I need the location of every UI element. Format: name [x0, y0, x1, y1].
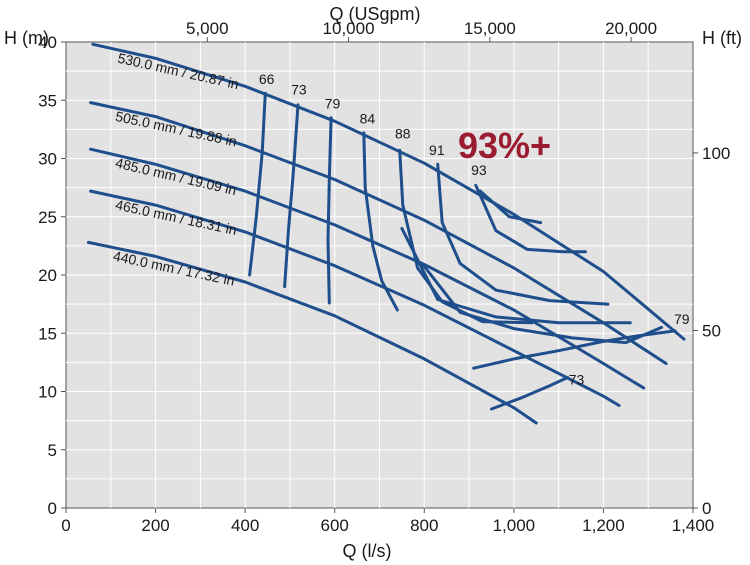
y-tick-label: 40: [38, 33, 57, 52]
impeller-curve-4: [86, 240, 538, 425]
efficiency-highlight: 93%+: [458, 125, 551, 166]
top-tick-label: 20,000: [605, 19, 657, 38]
x-tick-label: 800: [410, 516, 438, 535]
y-tick-label: 30: [38, 150, 57, 169]
impeller-curve-2: [89, 147, 646, 390]
right-tick-label: 50: [702, 321, 721, 340]
top-axis-title: Q (USgpm): [329, 4, 420, 24]
efficiency-label: 73: [569, 372, 585, 388]
x-tick-label: 1,000: [493, 516, 536, 535]
x-tick-label: 600: [321, 516, 349, 535]
efficiency-label: 79: [674, 311, 690, 327]
efficiency-curve-5: [436, 162, 610, 306]
x-tick-label: 0: [61, 516, 70, 535]
axis-ticks: 0 200 400 600 800 1,000 1,200 1,400051015202530…: [38, 19, 730, 535]
impeller-curve-3: [89, 189, 621, 407]
top-tick-label: 15,000: [464, 19, 516, 38]
y-tick-label: 0: [48, 499, 57, 518]
y-tick-label: 35: [38, 91, 57, 110]
y-tick-label: 10: [38, 383, 57, 402]
y-tick-label: 15: [38, 324, 57, 343]
y-tick-label: 25: [38, 208, 57, 227]
efficiency-label: 84: [360, 111, 376, 127]
efficiency-label: 91: [429, 142, 445, 158]
impeller-curve-0: [91, 42, 686, 341]
top-tick-label: 5,000: [186, 19, 229, 38]
efficiency-curve-1: [283, 103, 300, 289]
y-axis-title: H (m): [4, 28, 49, 48]
efficiency-curve-8: [400, 226, 632, 325]
efficiency-label: 66: [259, 71, 275, 87]
efficiency-labels: 66 73 79 84 88 91 93 79 73: [259, 71, 690, 388]
right-tick-label: 0: [702, 499, 711, 518]
efficiency-curves: [248, 91, 677, 411]
efficiency-label: 93: [471, 162, 487, 178]
x-tick-label: 1,400: [672, 516, 715, 535]
impeller-curves: [86, 42, 686, 425]
x-tick-label: 400: [231, 516, 259, 535]
efficiency-curve-3: [362, 131, 399, 312]
efficiency-label: 88: [395, 126, 411, 142]
x-axis-title: Q (l/s): [343, 541, 392, 561]
y-tick-label: 5: [48, 441, 57, 460]
right-axis-title: H (ft): [702, 28, 742, 48]
efficiency-label: 79: [325, 95, 341, 111]
x-tick-label: 200: [141, 516, 169, 535]
efficiency-label: 73: [291, 81, 307, 97]
top-tick-label: 10,000: [323, 19, 375, 38]
right-tick-label: 100: [702, 144, 730, 163]
efficiency-curve-2: [326, 116, 333, 305]
grid-lines: [66, 42, 693, 508]
efficiency-curve-0: [248, 91, 267, 277]
efficiency-curve-10: [472, 329, 677, 370]
impeller-curve-1: [89, 101, 668, 365]
y-tick-label: 20: [38, 266, 57, 285]
x-tick-label: 1,200: [582, 516, 625, 535]
